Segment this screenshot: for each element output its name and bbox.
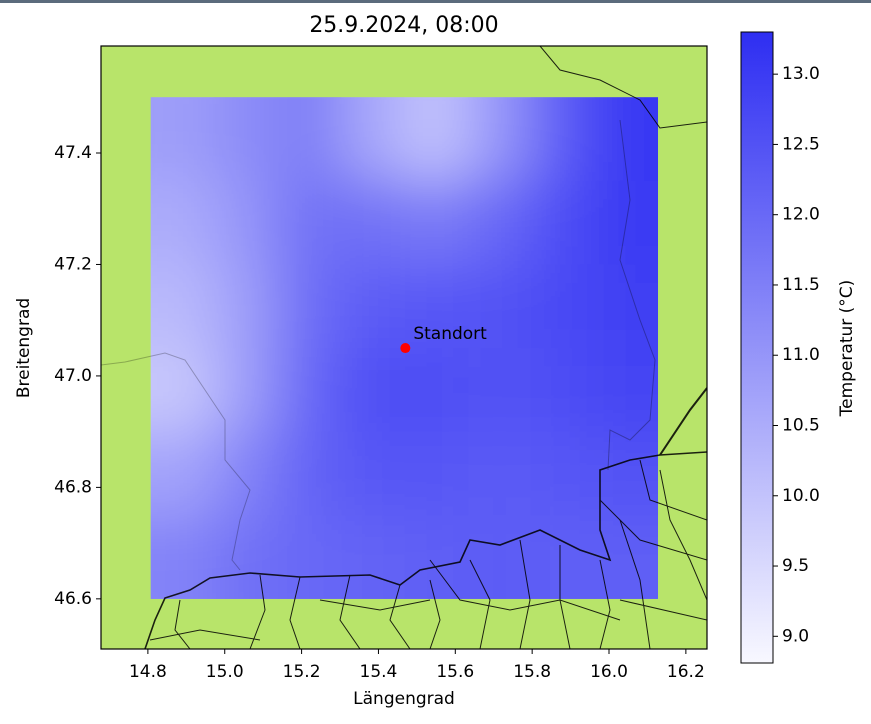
heatmap-blur-cell: [214, 348, 279, 433]
heatmap-blur-cell: [277, 431, 342, 516]
colorbar-label: Temperatur (°C): [837, 280, 857, 418]
heatmap-blur-cell: [340, 180, 405, 265]
heatmap-blur-cell: [404, 431, 469, 516]
colorbar-tick-label: 12.0: [782, 205, 820, 225]
heatmap-blur-cell: [531, 180, 596, 265]
heatmap-blur-cell: [150, 431, 215, 516]
colorbar-tick-label: 10.5: [782, 415, 820, 435]
colorbar-tick-label: 11.0: [782, 345, 820, 365]
plot-frame: [100, 45, 708, 650]
heatmap-blur-cell: [467, 515, 532, 599]
heatmap-blur-cell: [531, 515, 596, 599]
heatmap-blur-cell: [150, 515, 215, 599]
x-tick-label: 16.0: [590, 662, 628, 682]
x-tick-label: 15.4: [360, 662, 398, 682]
colorbar-tick-label: 10.0: [782, 486, 820, 506]
heatmap-blur-cell: [214, 97, 279, 182]
heatmap-blur-cell: [594, 348, 659, 433]
y-tick-label: 46.6: [54, 589, 92, 609]
heatmap-blur-cell: [214, 515, 279, 599]
heatmap-blur-cell: [594, 264, 659, 349]
colorbar-tick-label: 12.5: [782, 134, 820, 154]
heatmap-blur-cell: [531, 348, 596, 433]
colorbar: [740, 31, 774, 664]
x-tick-label: 15.8: [513, 662, 551, 682]
colorbar-tick-label: 9.5: [782, 556, 809, 576]
heatmap-blur-cell: [340, 97, 405, 182]
heatmap-blur-cell: [467, 180, 532, 265]
heatmap: [150, 97, 659, 599]
y-tick-label: 46.8: [54, 477, 92, 497]
heatmap-blur-cell: [150, 264, 215, 349]
heatmap-blur-cell: [594, 97, 659, 182]
heatmap-blur-cell: [404, 264, 469, 349]
heatmap-blur-cell: [531, 431, 596, 516]
x-tick-label: 16.2: [667, 662, 705, 682]
heatmap-blur-cell: [404, 180, 469, 265]
y-tick-label: 47.4: [54, 143, 92, 163]
heatmap-blur-cell: [340, 515, 405, 599]
heatmap-blur-cell: [467, 348, 532, 433]
top-bar: [0, 0, 871, 3]
colorbar-tick-label: 11.5: [782, 275, 820, 295]
y-axis-label: Breitengrad: [14, 298, 34, 398]
y-tick-label: 47.2: [54, 254, 92, 274]
location-label: Standort: [413, 324, 487, 344]
heatmap-blur-cell: [340, 348, 405, 433]
heatmap-blur-cell: [277, 97, 342, 182]
heatmap-blur-cell: [277, 264, 342, 349]
heatmap-smoothing: [150, 97, 659, 599]
heatmap-blur-cell: [340, 264, 405, 349]
heatmap-blur-cell: [277, 180, 342, 265]
heatmap-blur-cell: [404, 348, 469, 433]
heatmap-blur-cell: [404, 97, 469, 182]
heatmap-blur-cell: [150, 180, 215, 265]
heatmap-blur-cell: [340, 431, 405, 516]
colorbar-tick-label: 9.0: [782, 626, 809, 646]
x-axis-label: Längengrad: [353, 689, 455, 709]
heatmap-blur-cell: [150, 97, 215, 182]
heatmap-blur-cell: [467, 264, 532, 349]
heatmap-blur-cell: [531, 264, 596, 349]
heatmap-blur-cell: [531, 97, 596, 182]
heatmap-blur-cell: [214, 180, 279, 265]
colorbar-tick-label: 13.0: [782, 64, 820, 84]
heatmap-blur-cell: [277, 515, 342, 599]
x-tick-label: 15.6: [436, 662, 474, 682]
x-tick-label: 15.2: [283, 662, 321, 682]
heatmap-blur-cell: [467, 97, 532, 182]
heatmap-blur-cell: [594, 180, 659, 265]
heatmap-blur-cell: [404, 515, 469, 599]
heatmap-blur-cell: [214, 431, 279, 516]
heatmap-blur-cell: [150, 348, 215, 433]
x-tick-label: 15.0: [206, 662, 244, 682]
map-borders: [101, 46, 707, 649]
chart-title: 25.9.2024, 08:00: [309, 13, 498, 38]
heatmap-blur-cell: [594, 431, 659, 516]
location-marker: [400, 343, 411, 354]
heatmap-blur-cell: [214, 264, 279, 349]
x-tick-label: 14.8: [129, 662, 167, 682]
heatmap-blur-cell: [467, 431, 532, 516]
heatmap-blur-cell: [277, 348, 342, 433]
y-tick-label: 47.0: [54, 366, 92, 386]
